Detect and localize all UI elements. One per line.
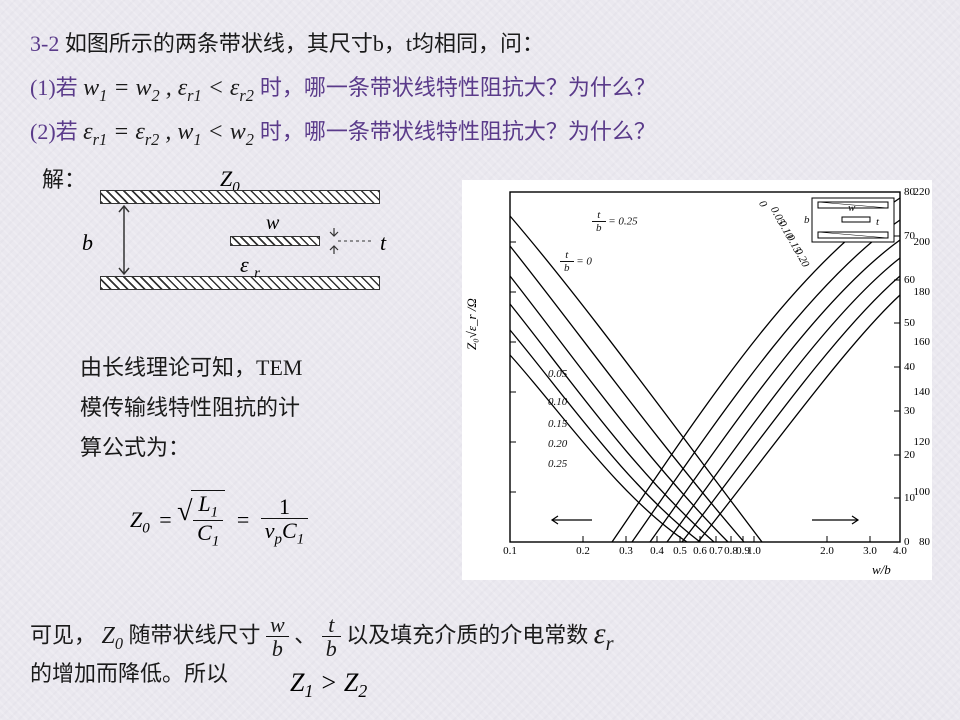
- ylabel: Z₀√ε_r /Ω: [464, 298, 480, 350]
- lbl-010: 0.10: [548, 396, 567, 408]
- yl-140: 140: [886, 386, 930, 398]
- yl-180: 180: [886, 286, 930, 298]
- tb-025-label: tb = 0.25: [592, 210, 638, 234]
- problem-number: 3-2: [30, 31, 59, 56]
- z1-gt-z2: Z1 > Z2: [290, 668, 367, 702]
- x-0.5: 0.5: [673, 545, 687, 557]
- x-0.4: 0.4: [650, 545, 664, 557]
- yl-120: 120: [886, 436, 930, 448]
- top-ground-plate: [100, 190, 380, 204]
- lbl-020: 0.20: [548, 438, 567, 450]
- q2-prefix: (2)若: [30, 119, 83, 144]
- lbl-025: 0.25: [548, 458, 567, 470]
- chart-svg: [462, 180, 932, 580]
- w-label: w: [266, 212, 279, 235]
- inset-b: b: [804, 214, 810, 226]
- eps-r-label: ε r: [240, 252, 260, 282]
- inset-t: t: [876, 216, 879, 228]
- conc-tail: 以及填充介质的介电常数: [346, 623, 594, 648]
- q1-prefix: (1)若: [30, 75, 83, 100]
- yr-10: 10: [904, 492, 915, 504]
- yr-80: 80: [904, 186, 915, 198]
- problem-stem: 3-2 如图所示的两条带状线，其尺寸b，t均相同，问：: [30, 26, 544, 58]
- expl-3: 算公式为：: [80, 430, 190, 462]
- expl-1: 由长线理论可知，TEM: [80, 350, 302, 382]
- x-0.6: 0.6: [693, 545, 707, 557]
- x-2.0: 2.0: [820, 545, 834, 557]
- yr-20: 20: [904, 449, 915, 461]
- lbl-015: 0.15: [548, 418, 567, 430]
- conc-mid: 随带状线尺寸: [129, 623, 267, 648]
- x-4.0: 4.0: [893, 545, 907, 557]
- yr-40: 40: [904, 361, 915, 373]
- question-2: (2)若 εr1 = εr2 , w1 < w2 时，哪一条带状线特性阻抗大？为…: [30, 114, 656, 150]
- x-1.0: 1.0: [747, 545, 761, 557]
- question-1: (1)若 w1 = w2 , εr1 < εr2 时，哪一条带状线特性阻抗大？为…: [30, 70, 656, 106]
- xlabel: w/b: [872, 562, 891, 578]
- conc-sep: 、: [294, 623, 316, 648]
- x-0.2: 0.2: [576, 545, 590, 557]
- yr-50: 50: [904, 317, 915, 329]
- x-3.0: 3.0: [863, 545, 877, 557]
- x-0.3: 0.3: [619, 545, 633, 557]
- b-label: b: [82, 230, 93, 256]
- yr-30: 30: [904, 405, 915, 417]
- conclusion-2: 的增加而降低。所以: [30, 656, 228, 688]
- q2-tail: 时，哪一条带状线特性阻抗大？为什么？: [260, 119, 656, 144]
- stripline-diagram: Z0 w b t ε r: [80, 180, 380, 310]
- tb-0-label: tb = 0: [560, 250, 592, 274]
- yr-60: 60: [904, 274, 915, 286]
- inset-w: w: [848, 202, 855, 214]
- x-0.7: 0.7: [709, 545, 723, 557]
- yr-70: 70: [904, 230, 915, 242]
- lbl-005: 0.05: [548, 368, 567, 380]
- t-label: t: [380, 230, 386, 256]
- x-0.1: 0.1: [503, 545, 517, 557]
- yl-160: 160: [886, 336, 930, 348]
- q1-tail: 时，哪一条带状线特性阻抗大？为什么？: [260, 75, 656, 100]
- center-strip: [230, 236, 320, 246]
- conc-pre: 可见，: [30, 623, 96, 648]
- impedance-chart: 80 100 120 140 160 180 200 220 0 10 20 3…: [462, 180, 932, 580]
- z0-formula: Z0 = L1C1 = 1vpC1: [130, 490, 308, 550]
- expl-2: 模传输线特性阻抗的计: [80, 390, 300, 422]
- conclusion: 可见， Z0 随带状线尺寸 wb 、 tb 以及填充介质的介电常数 εr: [30, 614, 940, 661]
- problem-stem-text: 如图所示的两条带状线，其尺寸b，t均相同，问：: [65, 31, 544, 56]
- b-arrow-icon: [116, 204, 132, 276]
- t-arrow-icon: [328, 220, 374, 260]
